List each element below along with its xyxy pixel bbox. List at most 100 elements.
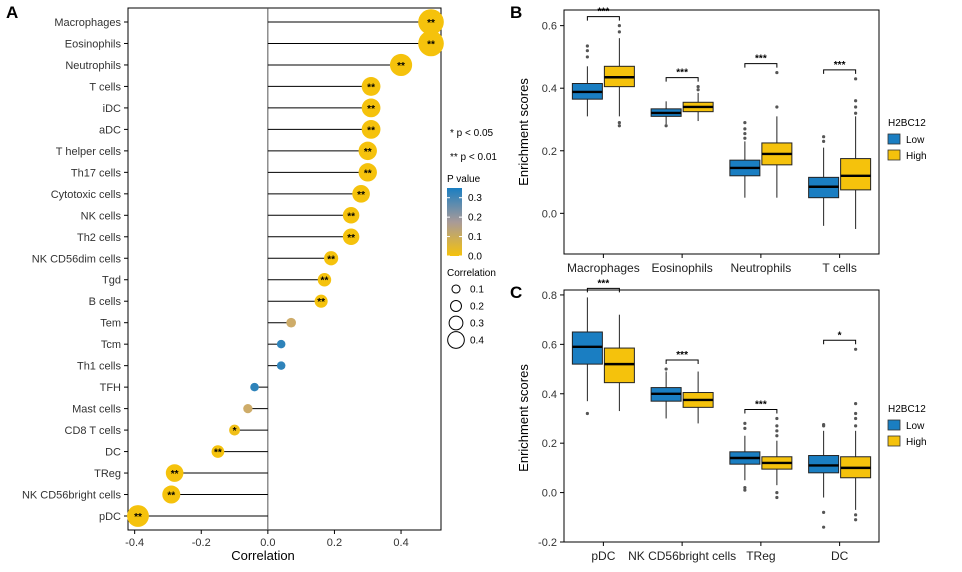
pvalue-colorbar [447, 188, 462, 256]
pvalue-legend-title: P value [447, 174, 481, 185]
lollipop-dot [162, 485, 181, 504]
box-outlier [854, 111, 858, 115]
significance-label: *** [598, 7, 610, 18]
category-label: TFH [100, 382, 121, 394]
size-legend-label: 0.2 [470, 302, 484, 313]
y-tick-label: 0.2 [542, 438, 557, 450]
box-body [808, 455, 840, 474]
box-outlier [822, 525, 826, 529]
box-outlier [743, 488, 747, 492]
category-label: aDC [99, 124, 121, 136]
category-label: T cells [89, 81, 121, 93]
category-label: B cells [89, 296, 122, 308]
x-category-label: TReg [746, 549, 775, 563]
pvalue-tick-label: 0.2 [468, 213, 482, 224]
box-outlier [822, 135, 826, 139]
significance-label: ** [357, 190, 365, 201]
box-outlier [854, 416, 858, 421]
panel-c-boxplot: -0.2 0.0 0.2 0.4 0.6 0.8 pDC *** NK CD56bright c… [538, 278, 872, 563]
box-outlier [585, 44, 589, 48]
x-tick-label: -0.2 [192, 537, 211, 549]
panel-c-legend-low-label: Low [906, 421, 925, 432]
x-category-label: pDC [591, 549, 615, 563]
box-outlier [775, 490, 779, 495]
box-outlier [854, 402, 858, 406]
x-category-label: Eosinophils [651, 261, 712, 275]
significance-label: ** [367, 104, 375, 115]
significance-label: ** [347, 211, 355, 222]
panel-a-frame [127, 7, 442, 531]
significance-bracket [744, 63, 778, 68]
box-outlier [696, 85, 700, 89]
category-label: CD8 T cells [65, 425, 122, 437]
significance-bracket [586, 287, 620, 293]
box-body [603, 347, 635, 384]
size-legend-label: 0.1 [470, 285, 484, 296]
x-tick-label: 0.0 [260, 537, 275, 549]
x-tick-label: 0.2 [327, 537, 342, 549]
box-outlier [854, 105, 858, 109]
significance-label: ** [367, 82, 375, 93]
panel-b-boxplot: 0.0 0.2 0.4 0.6 Macrophages *** Eosinophils ***… [542, 7, 872, 275]
panel-c-legend-low-swatch [887, 419, 901, 431]
box-outlier [696, 88, 700, 92]
panel-c-y-label: Enrichment scores [516, 364, 531, 472]
category-label: Th2 cells [77, 232, 122, 244]
panel-b-legend-low-swatch [887, 133, 901, 145]
y-tick-label: 0.4 [542, 389, 557, 401]
y-tick-label: 0.0 [542, 488, 557, 500]
lollipop-dot [361, 120, 381, 139]
lollipop-dot [276, 361, 286, 370]
lollipop-dot [286, 317, 296, 328]
panel-letter-a: A [6, 3, 18, 22]
lollipop-dot [211, 445, 225, 458]
significance-label: *** [834, 60, 846, 71]
significance-label: ** [347, 233, 355, 244]
size-legend-circle [448, 315, 464, 331]
panel-letter-b: B [510, 3, 522, 22]
sig-note-2: ** p < 0.01 [450, 152, 497, 163]
size-legend-label: 0.3 [470, 319, 484, 330]
box-outlier [585, 49, 589, 53]
lollipop-dot [342, 228, 360, 246]
correlation-size-legend: 0.1 0.2 0.3 0.4 [447, 284, 484, 349]
panel-b-frame [563, 9, 880, 255]
category-label: Mast cells [72, 404, 121, 416]
y-tick-label: 0.4 [542, 83, 557, 95]
category-label: Th1 cells [77, 361, 122, 373]
panel-a-category-labels: Macrophages Eosinophils Neutrophils T cells… [22, 17, 128, 523]
panel-b-y-label: Enrichment scores [516, 78, 531, 186]
category-label: Macrophages [54, 17, 121, 29]
box-outlier [775, 416, 779, 421]
lollipop-dot [358, 141, 377, 161]
category-label: Tgd [102, 275, 121, 287]
box-outlier [822, 510, 826, 514]
lollipop-dot [314, 294, 328, 308]
significance-bracket [823, 339, 857, 345]
box-outlier [854, 77, 858, 81]
category-label: NK CD56dim cells [32, 253, 122, 265]
box-outlier [743, 127, 747, 131]
lollipop-dot [229, 424, 240, 436]
lollipop-dot [324, 251, 339, 266]
lollipop-dot [342, 207, 360, 224]
significance-label: ** [327, 254, 335, 265]
box-outlier [854, 411, 858, 416]
panel-b-legend: H2BC12 Low High [887, 118, 927, 162]
box-outlier [617, 121, 621, 125]
box-outlier [617, 24, 621, 28]
category-label: DC [105, 447, 121, 459]
significance-bracket [823, 69, 857, 74]
category-label: iDC [103, 103, 121, 115]
box-outlier [743, 121, 747, 125]
lollipop-dot [317, 273, 332, 287]
box-outlier [775, 424, 779, 428]
x-category-label: T cells [822, 261, 856, 275]
panel-a-x-ticks: -0.4 -0.2 0.0 0.2 0.4 [125, 530, 409, 549]
category-label: Cytotoxic cells [51, 189, 122, 201]
significance-bracket [665, 359, 699, 365]
panel-c-legend: H2BC12 Low High [887, 404, 927, 448]
lollipop-dot [250, 382, 259, 392]
lollipop-dot [358, 163, 377, 182]
